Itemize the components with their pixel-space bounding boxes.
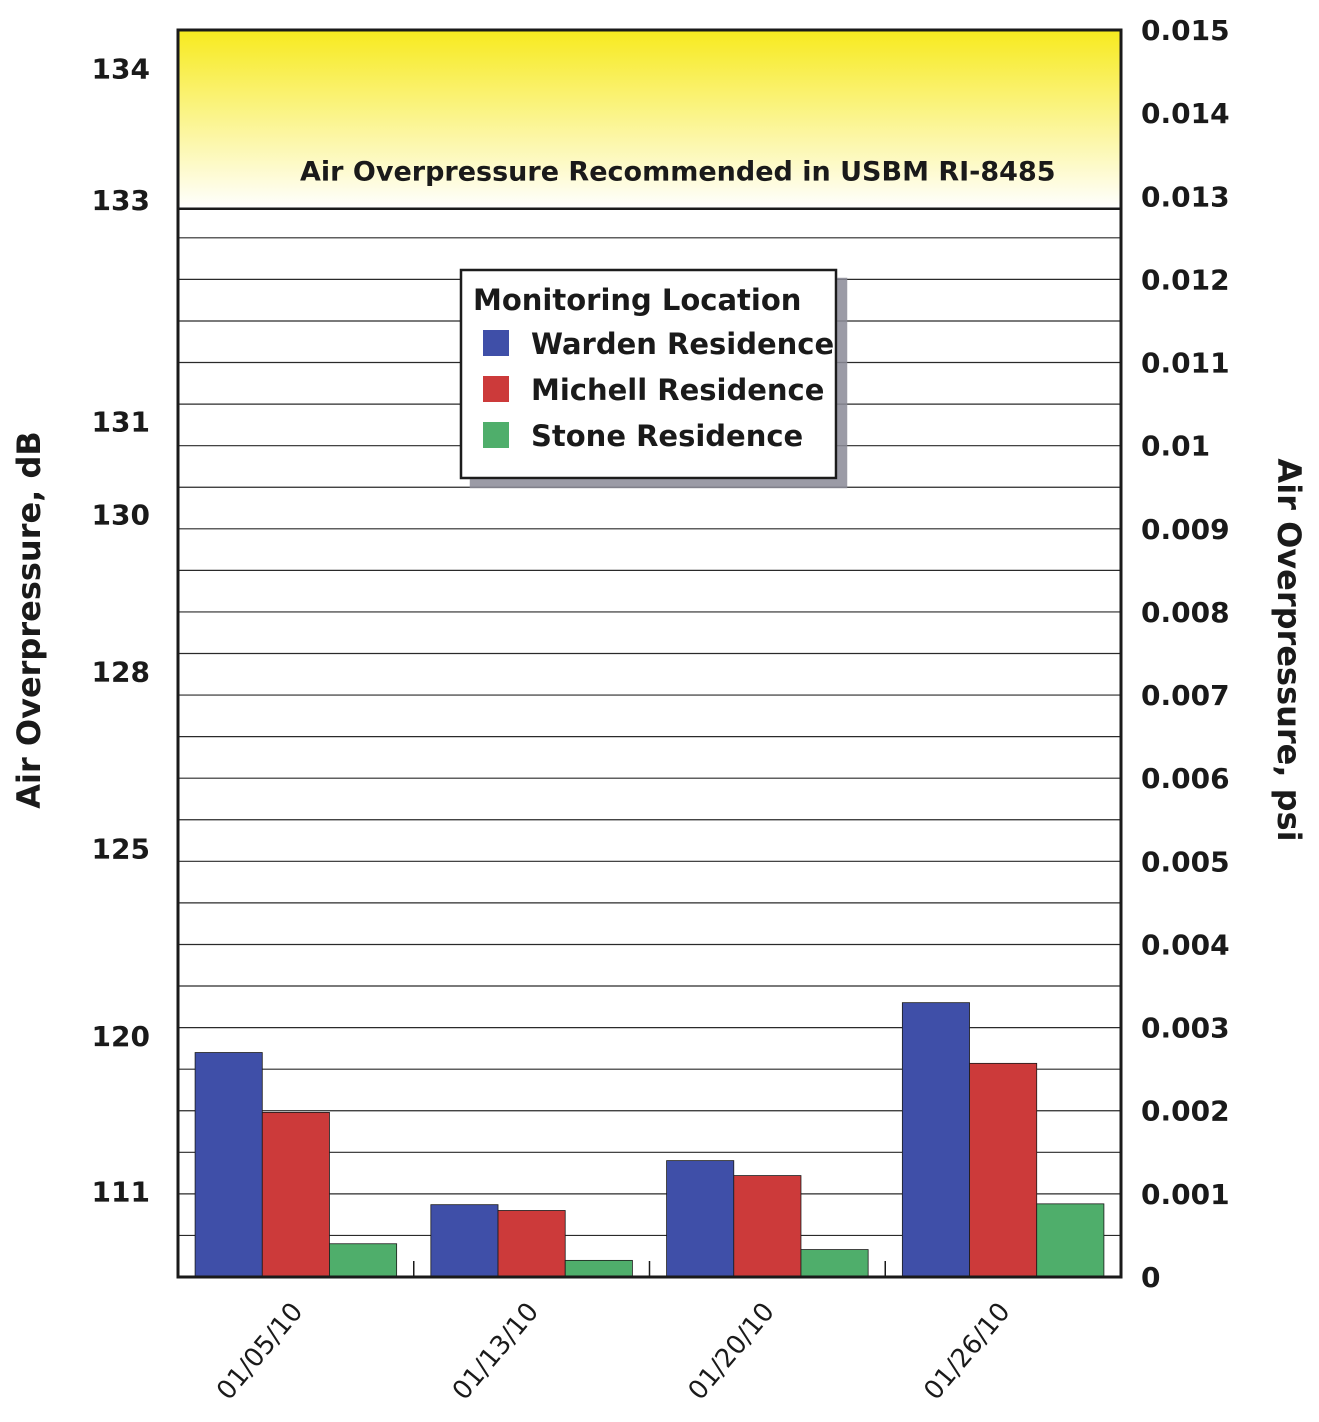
- legend-swatch: [483, 422, 509, 448]
- bar-warden-residence-2: [430, 1204, 499, 1278]
- left-tick-label: 120: [92, 1020, 150, 1053]
- threshold-band: [178, 30, 1121, 209]
- bar-warden-residence-4: [901, 1002, 970, 1278]
- right-tick-label: 0.015: [1141, 14, 1230, 47]
- right-tick-label: 0.012: [1141, 263, 1230, 296]
- legend-label: Warden Residence: [531, 327, 834, 361]
- right-tick-label: 0.013: [1141, 180, 1230, 213]
- legend-label: Stone Residence: [531, 419, 803, 453]
- y-axis-title-left: Air Overpressure, dB: [10, 431, 48, 809]
- threshold-label: Air Overpressure Recommended in USBM RI-…: [300, 157, 1056, 188]
- left-tick-label: 111: [92, 1175, 150, 1208]
- right-tick-label: 0.007: [1141, 679, 1230, 712]
- left-tick-label: 130: [92, 499, 150, 532]
- bar-michell-residence-4: [969, 1062, 1038, 1278]
- legend-title: Monitoring Location: [473, 283, 801, 317]
- right-tick-label: 0.01: [1141, 430, 1210, 463]
- legend-box: [459, 268, 838, 480]
- bar-warden-residence-1: [194, 1052, 263, 1278]
- x-tick-label: 01/26/10: [918, 1297, 1016, 1406]
- x-tick-marks: [413, 1261, 886, 1277]
- right-tick-label: 0.005: [1141, 845, 1230, 878]
- right-tick-label: 0.002: [1141, 1095, 1230, 1128]
- right-axis-ticks: 0 0.001 0.002 0.003 0.004 0.005 0.006 0.007 0.00…: [1141, 14, 1230, 1294]
- right-tick-label: 0.008: [1141, 596, 1230, 629]
- bar-stone-residence-2: [564, 1259, 633, 1278]
- left-tick-label: 133: [92, 184, 150, 217]
- legend-label: Michell Residence: [531, 373, 824, 407]
- x-axis-labels: 01/05/10 01/13/10 01/20/10 01/26/10: [211, 1297, 1016, 1406]
- bar-michell-residence-2: [497, 1210, 566, 1278]
- right-tick-label: 0.006: [1141, 762, 1230, 795]
- left-tick-label: 125: [92, 832, 150, 865]
- x-tick-label: 01/20/10: [683, 1297, 781, 1406]
- x-tick-label: 01/05/10: [211, 1297, 309, 1406]
- bar-stone-residence-1: [329, 1243, 398, 1278]
- bar-stone-residence-3: [800, 1249, 869, 1278]
- right-tick-label: 0.009: [1141, 513, 1230, 546]
- left-axis-ticks: 111 120 125 128 130 131 133 134: [92, 53, 150, 1209]
- bar-stone-residence-4: [1036, 1203, 1105, 1278]
- bar-michell-residence-3: [733, 1175, 802, 1278]
- right-tick-label: 0.003: [1141, 1012, 1230, 1045]
- right-tick-label: 0.001: [1141, 1178, 1230, 1211]
- right-tick-label: 0.004: [1141, 928, 1230, 961]
- right-tick-label: 0: [1141, 1261, 1160, 1294]
- y-axis-title-right: Air Overpressure, psi: [1270, 458, 1308, 841]
- legend-items: Warden Residence Michell Residence Stone R…: [483, 327, 834, 453]
- bar-michell-residence-1: [261, 1111, 330, 1278]
- left-tick-label: 128: [92, 655, 150, 688]
- bars: [194, 1002, 1105, 1278]
- legend: Monitoring Location Warden Residence Mich…: [459, 268, 838, 480]
- left-tick-label: 134: [92, 53, 150, 86]
- left-tick-label: 131: [92, 406, 150, 439]
- bar-warden-residence-3: [666, 1160, 735, 1278]
- x-tick-label: 01/13/10: [447, 1297, 545, 1406]
- right-tick-label: 0.014: [1141, 97, 1230, 130]
- legend-swatch: [483, 376, 509, 402]
- legend-swatch: [483, 330, 509, 356]
- right-tick-label: 0.011: [1141, 347, 1230, 380]
